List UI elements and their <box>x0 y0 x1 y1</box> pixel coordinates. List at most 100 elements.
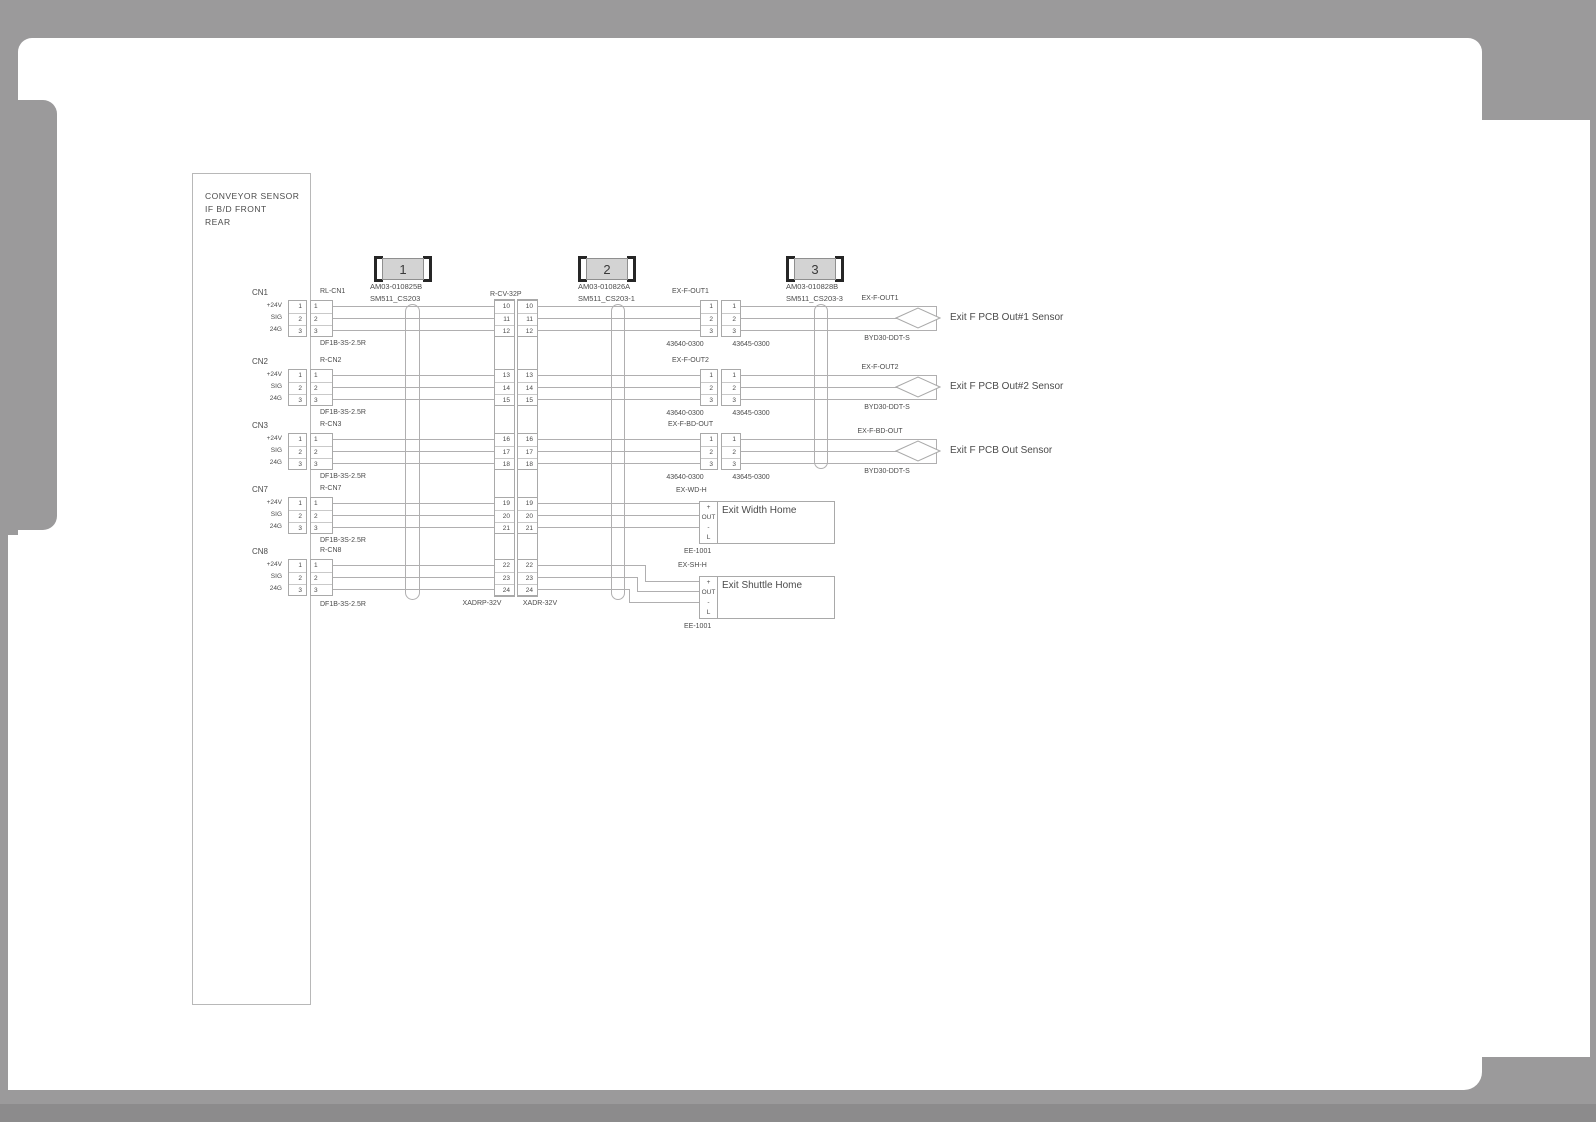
pin-num: 12 <box>502 328 510 336</box>
out2-conn-part-right: 43645-0300 <box>732 410 770 417</box>
out3-sensor-name: Exit F PCB Out Sensor <box>950 445 1053 456</box>
wire <box>637 577 638 592</box>
document-page-right-extension <box>1482 120 1590 1057</box>
pin-num: 3 <box>709 328 713 336</box>
wire <box>537 387 700 388</box>
cn1-pin-box: 1 2 3 <box>288 300 307 337</box>
tag-1-caption: AM03-010825B SM511_CS203 <box>370 281 422 304</box>
cn3-pin-labels: +24V SIG 24G <box>236 433 282 469</box>
tag-2: 2 <box>578 256 636 282</box>
pin-num: 16 <box>495 434 514 447</box>
sensor-diamond-icon <box>895 376 941 398</box>
pin-num: 2 <box>722 447 740 460</box>
out3-conn-box-right: 1 2 3 <box>721 433 741 470</box>
pin-num: 16 <box>518 434 537 447</box>
pin-num: 2 <box>311 573 332 586</box>
cable-loop-1 <box>405 304 420 600</box>
mid-cells: 13 14 15 <box>517 369 538 406</box>
right-bracket-icon <box>423 256 432 282</box>
pin-num: 1 <box>311 370 332 383</box>
tag-3-caption: AM03-010828B SM511_CS203-3 <box>786 281 843 304</box>
pin-label: 24G <box>269 523 282 530</box>
pin-num: 2 <box>311 447 332 460</box>
cn2-cable-box: 1 2 3 <box>310 369 333 406</box>
mid-cells: 16 17 18 <box>517 433 538 470</box>
wire <box>537 515 699 516</box>
cn2-part-label: DF1B-3S-2.5R <box>320 409 366 416</box>
cn2-cable-label: R-CN2 <box>320 357 342 364</box>
tag-part: AM03-010828B <box>786 282 839 291</box>
pin-num: 1 <box>311 498 332 511</box>
pin-num: 17 <box>495 447 514 460</box>
tag-2-caption: AM03-010826A SM511_CS203-1 <box>578 281 635 304</box>
mid-cells: 10 11 12 <box>517 300 538 337</box>
cn3-cable-label: R-CN3 <box>320 421 342 428</box>
pin-num: 23 <box>495 573 514 586</box>
pin-num: 3 <box>314 397 318 405</box>
pin-num: 1 <box>289 560 306 573</box>
board-title-line1: CONVEYOR SENSOR <box>205 191 300 201</box>
sensor-wire-bottom <box>741 330 936 331</box>
tag-number: 2 <box>586 258 628 280</box>
pin-num: 1 <box>722 301 740 314</box>
binder-tab-notch <box>0 100 57 530</box>
pin-num: 3 <box>298 525 302 533</box>
sensor-wire-top <box>741 306 936 307</box>
pin-num: 15 <box>525 397 533 405</box>
wire <box>333 399 494 400</box>
mid-cells: 19 20 21 <box>517 497 538 534</box>
wire <box>537 527 699 528</box>
pin-num: 2 <box>289 511 306 524</box>
out3-label: EX-F-BD-OUT <box>668 421 714 428</box>
pin-num: 3 <box>298 461 302 469</box>
wire <box>333 527 494 528</box>
cn7-cable-box: 1 2 3 <box>310 497 333 534</box>
cn2-pin-box: 1 2 3 <box>288 369 307 406</box>
pin-num: 12 <box>525 328 533 336</box>
document-page-left-extension <box>8 535 18 1090</box>
cn2-pin-labels: +24V SIG 24G <box>236 369 282 405</box>
out2-sensor-name: Exit F PCB Out#2 Sensor <box>950 381 1064 392</box>
cn3-part-label: DF1B-3S-2.5R <box>320 473 366 480</box>
wire <box>537 589 629 590</box>
wire <box>333 330 494 331</box>
tag-model: SM511_CS203-3 <box>786 293 843 303</box>
pin-num: 2 <box>311 511 332 524</box>
cn8-pin-box: 1 2 3 <box>288 559 307 596</box>
sensor-wire-top <box>741 439 936 440</box>
out1-wire-label: EX-F-OUT1 <box>861 295 899 302</box>
pin-num: 20 <box>518 511 537 524</box>
tag-part: AM03-010826A <box>578 282 631 291</box>
sensor-wire-mid <box>741 387 897 388</box>
pin-num: 1 <box>701 434 717 447</box>
cn7-part-label: DF1B-3S-2.5R <box>320 537 366 544</box>
pin-num: 3 <box>732 328 736 336</box>
wire <box>629 589 630 603</box>
pin-label: OUT <box>701 588 716 596</box>
pin-num: 1 <box>722 370 740 383</box>
cn8-part-label: DF1B-3S-2.5R <box>320 601 366 608</box>
pin-label: +24V <box>266 561 282 568</box>
pin-label: SIG <box>270 383 282 390</box>
wire <box>333 503 494 504</box>
pin-num: 24 <box>525 587 533 595</box>
bottom-margin-strip <box>0 1104 1596 1122</box>
mid-cells: 13 14 15 <box>494 369 515 406</box>
cable-loop-2 <box>611 304 625 600</box>
mid-cells: 19 20 21 <box>494 497 515 534</box>
home2-label: EX-SH-H <box>678 562 707 569</box>
wire <box>537 451 700 452</box>
out1-conn-box-right: 1 2 3 <box>721 300 741 337</box>
out1-conn-part-right: 43645-0300 <box>732 341 770 348</box>
right-bracket-icon <box>627 256 636 282</box>
cn3-label: CN3 <box>252 421 269 430</box>
pin-num: 1 <box>289 498 306 511</box>
home1-pins: + OUT - L <box>700 502 718 543</box>
left-bracket-icon <box>578 256 587 282</box>
pin-label: 24G <box>269 585 282 592</box>
out3-sensor-part: BYD30-DDT-S <box>864 468 910 475</box>
cn1-cable-label: RL-CN1 <box>320 288 346 295</box>
left-bracket-icon <box>786 256 795 282</box>
pin-label: SIG <box>270 511 282 518</box>
